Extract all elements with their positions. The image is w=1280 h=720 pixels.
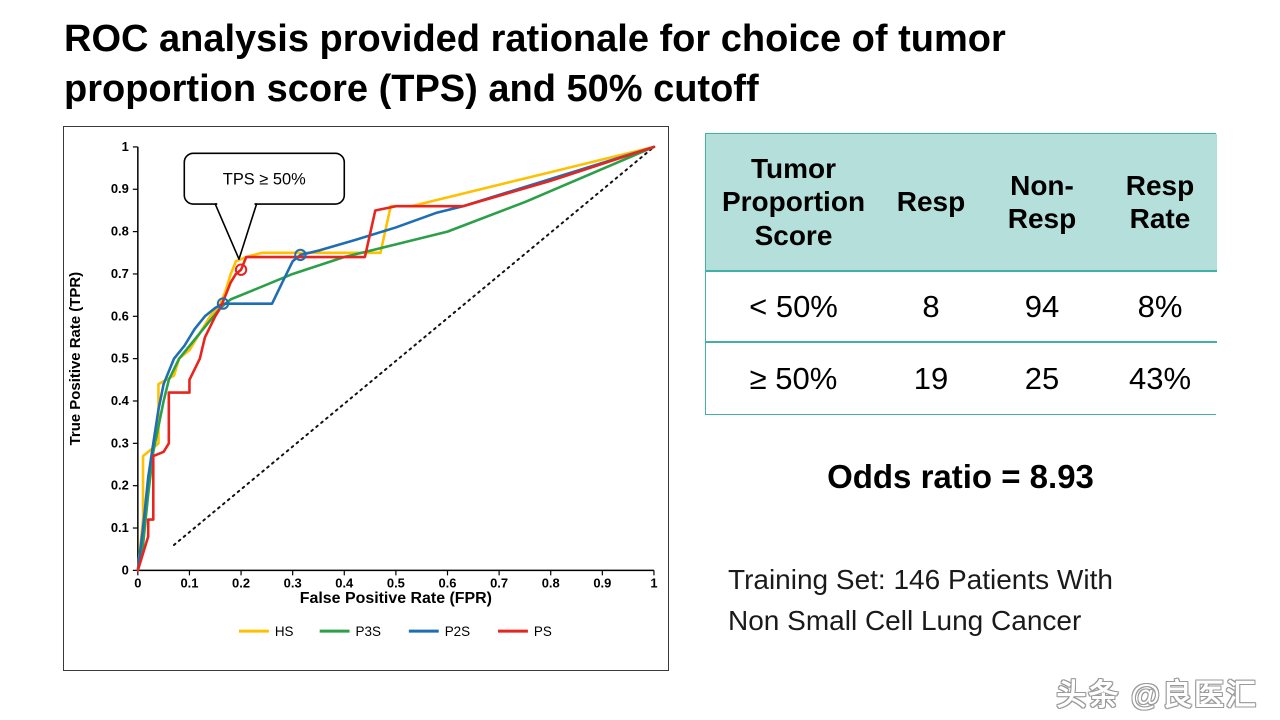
svg-text:0: 0 (134, 575, 141, 590)
svg-text:1: 1 (650, 575, 657, 590)
training-line-1: Training Set: 146 Patients With (728, 564, 1113, 595)
svg-text:P3S: P3S (356, 624, 381, 639)
svg-text:True Positive Rate (TPR): True Positive Rate (TPR) (67, 272, 84, 446)
svg-text:0.2: 0.2 (111, 478, 129, 493)
table-header-resp: Resp (881, 134, 981, 272)
svg-text:TPS ≥ 50%: TPS ≥ 50% (223, 171, 306, 189)
watermark: 头条 @良医汇 (1056, 679, 1258, 712)
svg-text:0.1: 0.1 (180, 575, 198, 590)
svg-text:0.3: 0.3 (111, 435, 129, 450)
roc-chart: 0 0.1 0.2 0.3 0.4 0.5 0.6 0.7 0.8 0.9 1 0 0.1 0.2 0.3 0… (63, 126, 669, 671)
svg-text:HS: HS (275, 624, 294, 639)
table-cell: 19 (881, 343, 981, 414)
table-cell: < 50% (706, 272, 881, 343)
svg-text:0.7: 0.7 (111, 266, 129, 281)
svg-text:0.7: 0.7 (490, 575, 508, 590)
svg-text:0.5: 0.5 (111, 351, 129, 366)
svg-text:0.4: 0.4 (111, 393, 130, 408)
results-table: Tumor Proportion Score Resp Non-Resp Res… (705, 133, 1217, 415)
slide-title: ROC analysis provided rationale for choi… (64, 14, 1224, 114)
svg-text:1: 1 (122, 139, 129, 154)
table-header-nonresp: Non-Resp (981, 134, 1103, 272)
svg-text:0: 0 (122, 562, 129, 577)
svg-text:0.9: 0.9 (593, 575, 611, 590)
table-cell: 43% (1103, 343, 1217, 414)
svg-text:0.9: 0.9 (111, 181, 129, 196)
svg-text:0.8: 0.8 (542, 575, 560, 590)
svg-text:0.5: 0.5 (387, 575, 405, 590)
odds-ratio-text: Odds ratio = 8.93 (827, 458, 1094, 495)
svg-text:P2S: P2S (445, 624, 470, 639)
table-cell: ≥ 50% (706, 343, 881, 414)
table-cell: 8 (881, 272, 981, 343)
svg-text:0.6: 0.6 (111, 308, 129, 323)
table-header-tps: Tumor Proportion Score (706, 134, 881, 272)
svg-text:0.3: 0.3 (284, 575, 302, 590)
svg-text:0.1: 0.1 (111, 520, 129, 535)
training-set-text: Training Set: 146 Patients With Non Smal… (728, 560, 1198, 641)
title-line-2: proportion score (TPS) and 50% cutoff (64, 68, 759, 111)
svg-text:PS: PS (534, 624, 552, 639)
title-line-1: ROC analysis provided rationale for choi… (64, 18, 1006, 60)
training-line-2: Non Small Cell Lung Cancer (728, 604, 1082, 636)
table-header-resprate: Resp Rate (1103, 134, 1217, 272)
table-cell: 94 (981, 272, 1103, 343)
svg-text:False Positive Rate (FPR): False Positive Rate (FPR) (300, 590, 492, 607)
svg-text:0.4: 0.4 (335, 575, 354, 590)
roc-chart-svg: 0 0.1 0.2 0.3 0.4 0.5 0.6 0.7 0.8 0.9 1 0 0.1 0.2 0.3 0… (67, 139, 657, 639)
svg-text:0.2: 0.2 (232, 575, 250, 590)
svg-text:0.8: 0.8 (111, 224, 129, 239)
table-cell: 25 (981, 343, 1103, 414)
svg-text:0.6: 0.6 (438, 575, 456, 590)
table-cell: 8% (1103, 272, 1217, 343)
